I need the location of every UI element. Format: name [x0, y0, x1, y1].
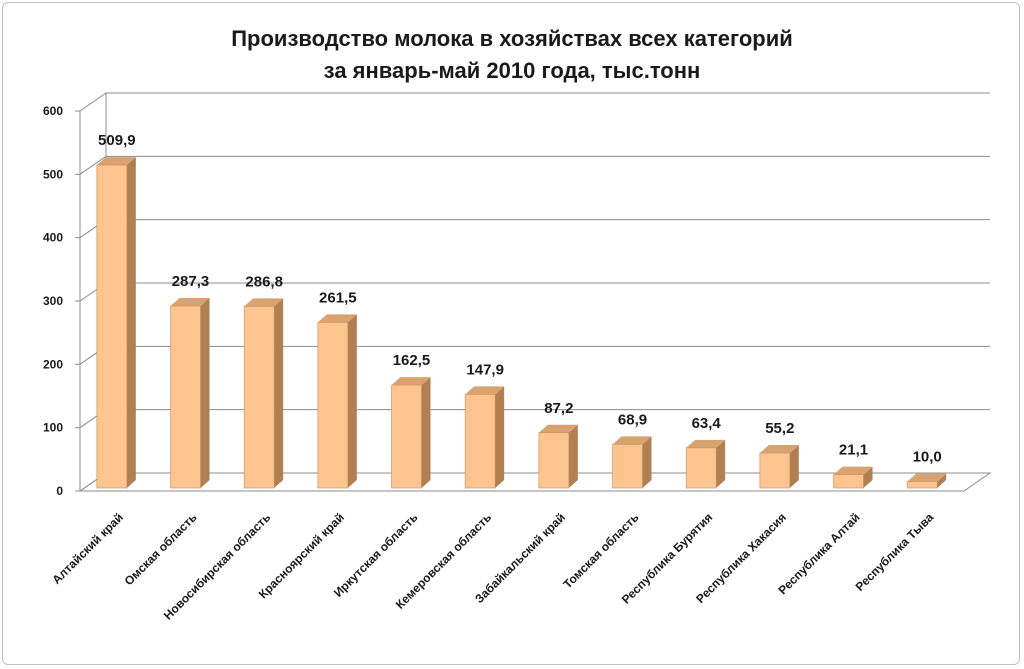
x-tick-label: Томская область [560, 510, 641, 591]
chart-title-line-1: Производство молока в хозяйствах всех ка… [231, 26, 793, 51]
y-tick-label: 200 [43, 357, 63, 371]
bar [464, 386, 505, 489]
bar-top [96, 157, 136, 166]
bar-top [465, 386, 505, 395]
bar-side [642, 436, 652, 488]
bar-front [464, 394, 496, 489]
bar-side [716, 439, 726, 488]
bar [759, 445, 799, 489]
x-tick-label: Алтайский край [49, 510, 126, 587]
bar [685, 439, 726, 489]
bar [170, 298, 210, 489]
bar-side [126, 157, 136, 488]
bar-side [937, 473, 947, 488]
y-tick-label: 0 [56, 484, 63, 498]
x-tick-label: Республика Алтай [776, 510, 863, 597]
value-label: 509,9 [98, 132, 136, 149]
x-tick-label: Республика Тыва [853, 510, 937, 594]
bar-side [863, 466, 873, 488]
y-tick-label: 400 [43, 231, 63, 245]
bar-front [170, 305, 201, 489]
bar [833, 466, 873, 489]
bar-side [568, 424, 578, 488]
bars [96, 157, 947, 489]
bar-side [200, 298, 210, 488]
grid-diagonal [79, 155, 107, 175]
bar-top [759, 445, 799, 454]
bar-top [391, 377, 431, 386]
bar-top [686, 439, 726, 448]
bar-top [170, 298, 210, 307]
bar-front [759, 452, 791, 489]
bar [391, 377, 431, 489]
bar-top [907, 473, 947, 482]
y-tick-labels: 0 100 200 300 400 500 600 [43, 104, 63, 498]
value-label: 68,9 [618, 411, 647, 428]
bar [96, 157, 136, 489]
bar-top [538, 424, 578, 433]
bar-front [906, 481, 938, 489]
bar [243, 298, 284, 489]
bar [906, 473, 947, 489]
bar [317, 314, 357, 489]
bar-top [833, 466, 873, 475]
bar-front [96, 164, 128, 489]
y-tick-label: 100 [43, 421, 63, 435]
y-tick-label: 300 [43, 294, 63, 308]
axes [75, 93, 992, 492]
x-tick-label: Омская область [122, 510, 200, 588]
bar-front [538, 432, 570, 489]
bar-front [612, 444, 643, 489]
value-label: 87,2 [544, 400, 573, 417]
value-label: 261,5 [319, 289, 357, 306]
bar-front [685, 447, 717, 489]
chart-title-line-2: за январь-май 2010 года, тыс.тонн [323, 58, 701, 83]
gridlines [79, 92, 990, 492]
bar-front [243, 306, 275, 489]
bar-side [495, 386, 505, 488]
value-label: 55,2 [765, 420, 794, 437]
grid-diagonal [79, 92, 107, 112]
bar [612, 436, 652, 489]
value-label: 147,9 [466, 361, 504, 378]
value-label: 63,4 [692, 415, 722, 432]
bar-top [244, 298, 284, 307]
value-label: 10,0 [913, 449, 942, 466]
value-label: 286,8 [245, 273, 283, 290]
bar-front [391, 384, 422, 489]
bar-front [317, 322, 349, 489]
y-tick-label: 500 [43, 167, 63, 181]
value-label: 162,5 [393, 352, 431, 369]
value-label: 287,3 [172, 273, 210, 290]
value-label: 21,1 [839, 442, 868, 459]
bar-top [612, 436, 652, 445]
bar-side [421, 377, 431, 488]
bar-side [789, 445, 799, 488]
y-tick-label: 600 [43, 104, 63, 118]
bar-front [833, 474, 864, 489]
bar-side [347, 314, 357, 488]
bar [538, 424, 578, 489]
bar-side [274, 298, 284, 488]
bar-top [317, 314, 357, 323]
value-labels: 509,9 287,3 286,8 261,5 162,5 147,9 87,2 68,9 63… [98, 132, 942, 466]
